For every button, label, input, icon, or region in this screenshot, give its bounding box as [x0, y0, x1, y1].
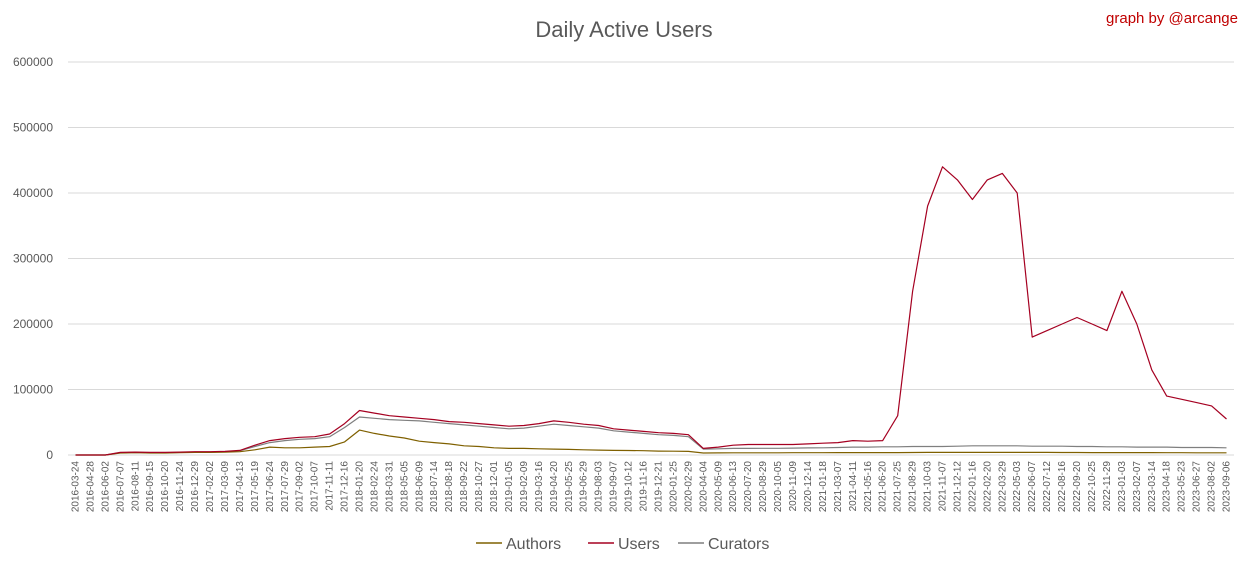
x-tick-label: 2019-09-07 — [609, 461, 620, 513]
x-axis-ticks: 2016-03-24 2016-04-28 2016-06-02 2016-07-07… — [70, 461, 1232, 513]
x-tick-label: 2021-05-16 — [863, 461, 874, 513]
x-tick-label: 2016-09-15 — [145, 461, 156, 513]
series-line-authors — [75, 429, 1227, 456]
x-tick-label: 2023-06-27 — [1192, 461, 1203, 513]
x-tick-label: 2022-10-25 — [1087, 461, 1098, 513]
x-tick-label: 2022-09-20 — [1072, 461, 1083, 513]
x-tick-label: 2022-02-20 — [982, 461, 993, 513]
chart-title: Daily Active Users — [535, 17, 712, 42]
x-tick-label: 2018-12-01 — [489, 461, 500, 513]
x-tick-label: 2017-11-11 — [325, 461, 336, 511]
series-line-users — [75, 166, 1227, 456]
y-tick-label: 300000 — [13, 252, 53, 266]
y-tick-label: 400000 — [13, 186, 53, 200]
y-tick-label: 600000 — [13, 55, 53, 69]
x-tick-label: 2021-10-03 — [923, 461, 934, 513]
legend-label-users: Users — [618, 536, 660, 553]
legend: Authors Users Curators — [476, 536, 769, 553]
x-tick-label: 2021-08-29 — [908, 461, 919, 513]
x-tick-label: 2016-10-20 — [160, 461, 171, 513]
y-tick-label: 100000 — [13, 383, 53, 397]
x-tick-label: 2020-05-09 — [713, 461, 724, 513]
x-tick-label: 2022-08-16 — [1057, 461, 1068, 513]
x-tick-label: 2021-07-25 — [893, 461, 904, 513]
x-tick-label: 2023-08-02 — [1207, 461, 1218, 513]
x-tick-label: 2018-07-14 — [429, 461, 440, 513]
x-tick-label: 2019-02-09 — [519, 461, 530, 513]
x-tick-label: 2023-01-03 — [1117, 461, 1128, 513]
x-tick-label: 2023-02-07 — [1132, 461, 1143, 513]
x-tick-label: 2016-04-28 — [85, 461, 96, 513]
x-tick-label: 2016-08-11 — [130, 461, 141, 512]
x-tick-label: 2019-03-16 — [534, 461, 545, 513]
x-tick-label: 2019-04-20 — [549, 461, 560, 513]
x-tick-label: 2019-05-25 — [564, 461, 575, 513]
x-tick-label: 2020-10-05 — [773, 461, 784, 513]
x-tick-label: 2021-03-07 — [833, 461, 844, 513]
x-tick-label: 2018-09-22 — [459, 461, 470, 513]
x-tick-label: 2018-08-18 — [444, 461, 455, 513]
legend-label-authors: Authors — [506, 536, 561, 553]
x-tick-label: 2023-05-23 — [1177, 461, 1188, 513]
gridlines — [68, 61, 1234, 456]
x-tick-label: 2018-05-05 — [399, 461, 410, 513]
legend-label-curators: Curators — [708, 536, 769, 553]
x-tick-label: 2017-12-16 — [340, 461, 351, 513]
x-tick-label: 2017-06-24 — [265, 461, 276, 513]
x-tick-label: 2020-04-04 — [698, 461, 709, 513]
x-tick-label: 2016-11-24 — [175, 461, 186, 512]
x-tick-label: 2018-06-09 — [414, 461, 425, 513]
series-lines — [75, 166, 1227, 456]
x-tick-label: 2016-03-24 — [70, 461, 81, 513]
x-tick-label: 2020-11-09 — [788, 461, 799, 512]
x-tick-label: 2017-05-19 — [250, 461, 261, 513]
x-tick-label: 2021-12-12 — [952, 461, 963, 513]
x-tick-label: 2018-01-20 — [355, 461, 366, 513]
x-tick-label: 2019-01-05 — [504, 461, 515, 513]
x-tick-label: 2021-11-07 — [938, 461, 949, 512]
x-tick-label: 2019-10-12 — [624, 461, 635, 513]
x-tick-label: 2017-04-13 — [235, 461, 246, 513]
x-tick-label: 2018-02-24 — [369, 461, 380, 513]
x-tick-label: 2023-09-06 — [1222, 461, 1233, 513]
x-tick-label: 2021-06-20 — [878, 461, 889, 513]
x-tick-label: 2017-02-02 — [205, 461, 216, 513]
x-tick-label: 2017-09-02 — [295, 461, 306, 513]
x-tick-label: 2019-12-21 — [653, 461, 664, 513]
x-tick-label: 2019-06-29 — [579, 461, 590, 513]
x-tick-label: 2016-12-29 — [190, 461, 201, 513]
x-tick-label: 2022-11-29 — [1102, 461, 1113, 512]
x-tick-label: 2022-05-03 — [1012, 461, 1023, 513]
x-tick-label: 2022-03-29 — [997, 461, 1008, 513]
x-tick-label: 2019-11-16 — [639, 461, 650, 512]
x-tick-label: 2020-07-20 — [743, 461, 754, 513]
x-tick-label: 2020-01-25 — [668, 461, 679, 513]
y-tick-label: 0 — [46, 448, 53, 462]
x-tick-label: 2020-08-29 — [758, 461, 769, 513]
x-tick-label: 2022-01-16 — [967, 461, 978, 513]
x-tick-label: 2017-03-09 — [220, 461, 231, 513]
y-axis-ticks: 0 100000 200000 300000 400000 500000 600000 — [13, 55, 53, 462]
x-tick-label: 2016-06-02 — [100, 461, 111, 513]
x-tick-label: 2022-07-12 — [1042, 461, 1053, 513]
x-tick-label: 2021-01-18 — [818, 461, 829, 513]
x-tick-label: 2020-12-14 — [803, 461, 814, 513]
x-tick-label: 2020-02-29 — [683, 461, 694, 513]
x-tick-label: 2021-04-11 — [848, 461, 859, 512]
x-tick-label: 2016-07-07 — [115, 461, 126, 513]
x-tick-label: 2017-10-07 — [310, 461, 321, 513]
x-tick-label: 2022-06-07 — [1027, 461, 1038, 513]
y-tick-label: 200000 — [13, 317, 53, 331]
x-tick-label: 2020-06-13 — [728, 461, 739, 513]
x-tick-label: 2017-07-29 — [280, 461, 291, 513]
x-tick-label: 2023-03-14 — [1147, 461, 1158, 513]
x-tick-label: 2023-04-18 — [1162, 461, 1173, 513]
x-tick-label: 2019-08-03 — [594, 461, 605, 513]
series-line-curators — [75, 416, 1227, 456]
x-tick-label: 2018-10-27 — [474, 461, 485, 513]
y-tick-label: 500000 — [13, 121, 53, 135]
x-tick-label: 2018-03-31 — [384, 461, 395, 513]
chart-credit: graph by @arcange — [1106, 10, 1238, 27]
